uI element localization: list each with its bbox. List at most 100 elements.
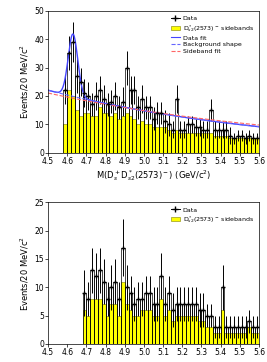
Bar bbox=[205, 133, 209, 152]
Bar bbox=[129, 310, 132, 344]
Data fit bbox=[71, 32, 74, 36]
Bar bbox=[125, 113, 129, 152]
Bar bbox=[251, 138, 255, 152]
Bar bbox=[240, 327, 244, 344]
Bar bbox=[63, 124, 67, 152]
Bar bbox=[67, 90, 71, 152]
Bar bbox=[144, 293, 148, 344]
Bar bbox=[228, 138, 232, 152]
Bar bbox=[178, 133, 182, 152]
Bar bbox=[171, 321, 175, 344]
Bar bbox=[109, 102, 113, 152]
Bar bbox=[209, 133, 213, 152]
Bar bbox=[98, 270, 102, 344]
Line: Sideband fit: Sideband fit bbox=[48, 93, 259, 125]
Bar bbox=[205, 130, 209, 152]
Bar bbox=[125, 287, 129, 344]
Bar bbox=[186, 304, 190, 344]
Bar bbox=[232, 333, 236, 344]
Bar bbox=[132, 119, 136, 152]
Bar bbox=[129, 90, 132, 152]
Sideband fit bbox=[219, 119, 223, 123]
Bar bbox=[232, 138, 236, 152]
Bar bbox=[236, 136, 240, 152]
Data fit bbox=[147, 109, 150, 114]
Bar bbox=[155, 304, 159, 344]
Bar bbox=[109, 116, 113, 152]
Bar bbox=[213, 136, 217, 152]
Bar bbox=[217, 136, 221, 152]
Bar bbox=[113, 96, 117, 152]
Bar bbox=[87, 316, 90, 344]
Bar bbox=[105, 104, 109, 152]
Bar bbox=[221, 310, 225, 344]
Bar bbox=[159, 276, 163, 344]
Bar bbox=[190, 316, 194, 344]
Bar bbox=[167, 310, 171, 344]
Bar bbox=[221, 136, 225, 152]
Bar bbox=[251, 333, 255, 344]
Bar bbox=[255, 138, 259, 152]
Bar bbox=[163, 121, 167, 152]
Background shape bbox=[160, 111, 164, 116]
Bar bbox=[63, 90, 67, 152]
Bar bbox=[194, 304, 198, 344]
Sideband fit bbox=[172, 113, 175, 117]
Background shape bbox=[252, 124, 256, 129]
Bar bbox=[102, 304, 105, 344]
Bar bbox=[190, 124, 194, 152]
Bar bbox=[171, 310, 175, 344]
Bar bbox=[248, 321, 251, 344]
Bar bbox=[113, 113, 117, 152]
Bar bbox=[121, 282, 125, 344]
Bar bbox=[90, 299, 94, 344]
Sideband fit bbox=[160, 111, 164, 115]
Bar bbox=[198, 310, 202, 344]
Bar bbox=[132, 304, 136, 344]
Bar bbox=[140, 99, 144, 152]
Bar bbox=[228, 136, 232, 152]
Bar bbox=[182, 304, 186, 344]
Bar bbox=[194, 316, 198, 344]
Bar bbox=[113, 304, 117, 344]
Bar bbox=[71, 96, 75, 152]
Background shape bbox=[147, 109, 150, 114]
Bar bbox=[240, 138, 244, 152]
Bar bbox=[94, 96, 98, 152]
Data fit bbox=[161, 112, 164, 116]
Bar bbox=[194, 133, 198, 152]
Bar bbox=[178, 316, 182, 344]
Bar bbox=[217, 333, 221, 344]
Bar bbox=[79, 116, 83, 152]
Bar bbox=[113, 282, 117, 344]
Bar bbox=[182, 130, 186, 152]
Bar bbox=[75, 110, 79, 152]
Bar bbox=[144, 107, 148, 152]
Bar bbox=[209, 110, 213, 152]
Bar bbox=[171, 130, 175, 152]
Bar bbox=[198, 127, 202, 152]
Bar bbox=[159, 113, 163, 152]
Bar bbox=[202, 133, 205, 152]
Bar bbox=[255, 333, 259, 344]
X-axis label: M(D$_s^+$D$^*_{s2}$(2573)$^-$) (GeV/c$^2$): M(D$_s^+$D$^*_{s2}$(2573)$^-$) (GeV/c$^2… bbox=[96, 169, 211, 184]
Data fit bbox=[148, 110, 152, 114]
Background shape bbox=[46, 88, 50, 92]
Bar bbox=[175, 130, 178, 152]
Bar bbox=[244, 327, 248, 344]
Bar bbox=[125, 68, 129, 152]
Bar bbox=[117, 299, 121, 344]
Bar bbox=[159, 299, 163, 344]
Bar bbox=[251, 138, 255, 152]
Bar bbox=[140, 310, 144, 344]
Bar bbox=[102, 282, 105, 344]
Bar bbox=[152, 304, 155, 344]
Bar bbox=[213, 130, 217, 152]
Bar bbox=[117, 316, 121, 344]
Bar bbox=[105, 316, 109, 344]
Bar bbox=[178, 130, 182, 152]
Bar bbox=[186, 124, 190, 152]
Bar bbox=[244, 138, 248, 152]
Bar bbox=[209, 316, 213, 344]
Bar bbox=[163, 304, 167, 344]
